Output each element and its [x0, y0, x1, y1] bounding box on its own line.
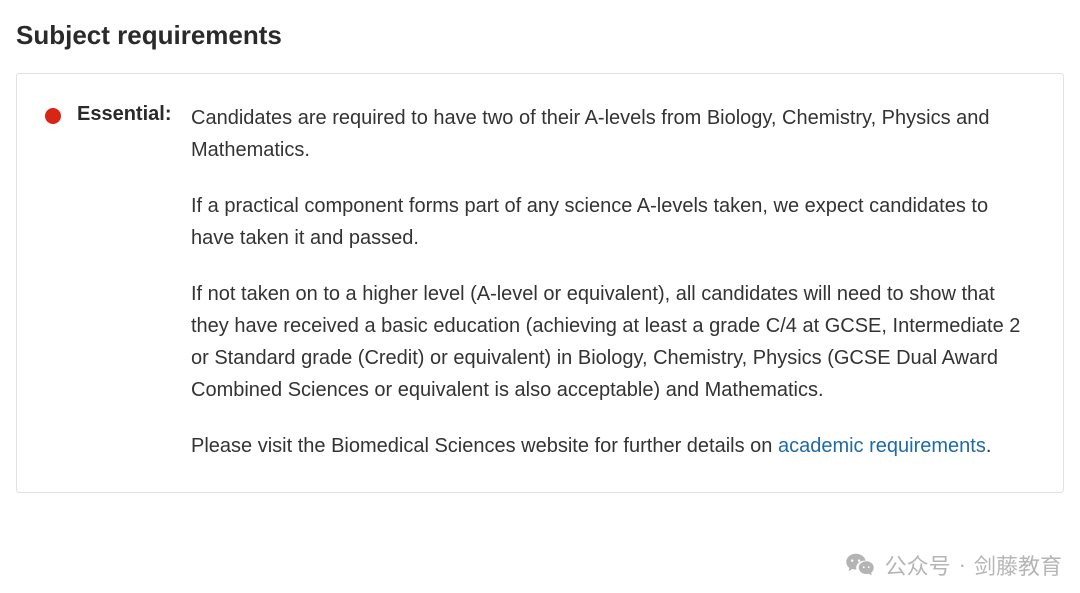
section-heading: Subject requirements	[16, 20, 1064, 51]
paragraph-4: Please visit the Biomedical Sciences web…	[191, 430, 1033, 462]
requirement-label: Essential	[77, 102, 175, 126]
paragraph-3: If not taken on to a higher level (A-lev…	[191, 278, 1033, 406]
watermark-label: 公众号	[885, 549, 951, 581]
academic-requirements-link[interactable]: academic requirements	[778, 435, 986, 457]
wechat-watermark: 公众号 · 剑藤教育	[845, 549, 1062, 581]
requirements-box: Essential Candidates are required to hav…	[16, 73, 1064, 493]
paragraph-4-pre: Please visit the Biomedical Sciences web…	[191, 435, 778, 457]
paragraph-2: If a practical component forms part of a…	[191, 190, 1033, 254]
paragraph-4-post: .	[986, 435, 992, 457]
wechat-icon	[845, 550, 875, 580]
watermark-name: 剑藤教育	[974, 549, 1062, 581]
watermark-dot: ·	[959, 552, 966, 578]
essential-bullet-icon	[45, 108, 61, 124]
paragraph-1: Candidates are required to have two of t…	[191, 102, 1033, 166]
requirement-content: Candidates are required to have two of t…	[175, 102, 1033, 462]
